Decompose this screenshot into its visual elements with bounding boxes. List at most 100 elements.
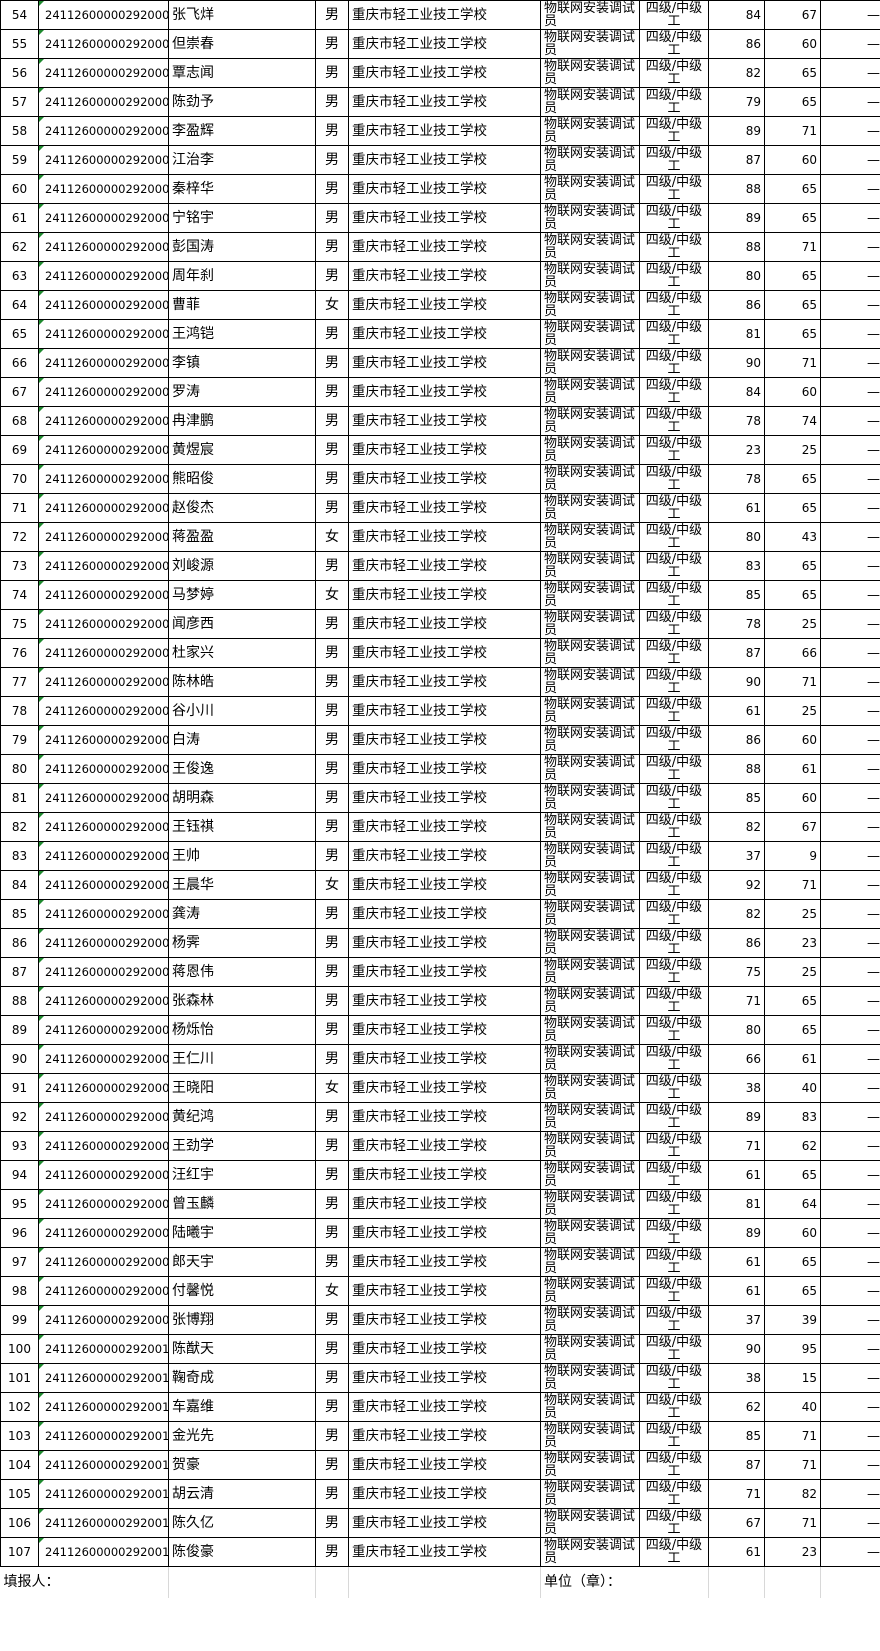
- result-mark[interactable]: —: [820, 928, 880, 958]
- school[interactable]: 重庆市轻工业技工学校: [348, 1044, 541, 1074]
- gender[interactable]: 男: [315, 1160, 349, 1190]
- gender[interactable]: 男: [315, 174, 349, 204]
- result-mark[interactable]: —: [820, 1218, 880, 1248]
- theory-score[interactable]: 23: [708, 435, 765, 465]
- practical-score[interactable]: 65: [764, 290, 821, 320]
- practical-score[interactable]: 65: [764, 986, 821, 1016]
- level[interactable]: 四级/中级工: [639, 1189, 709, 1219]
- student-name[interactable]: 陈久亿: [168, 1508, 316, 1538]
- student-name[interactable]: 熊昭俊: [168, 464, 316, 494]
- occupation[interactable]: 物联网安装调试员: [540, 899, 640, 929]
- exam-id[interactable]: 2411260000029200099: [38, 1305, 169, 1335]
- school[interactable]: 重庆市轻工业技工学校: [348, 1247, 541, 1277]
- theory-score[interactable]: 80: [708, 522, 765, 552]
- gender[interactable]: 男: [315, 1450, 349, 1480]
- level[interactable]: 四级/中级工: [639, 1102, 709, 1132]
- occupation[interactable]: 物联网安装调试员: [540, 435, 640, 465]
- practical-score[interactable]: 74: [764, 406, 821, 436]
- result-mark[interactable]: —: [820, 1131, 880, 1161]
- row-number[interactable]: 101: [0, 1363, 39, 1393]
- school[interactable]: 重庆市轻工业技工学校: [348, 1276, 541, 1306]
- school[interactable]: 重庆市轻工业技工学校: [348, 1189, 541, 1219]
- theory-score[interactable]: 78: [708, 464, 765, 494]
- practical-score[interactable]: 25: [764, 696, 821, 726]
- exam-id[interactable]: 2411260000029200070: [38, 464, 169, 494]
- result-mark[interactable]: —: [820, 1421, 880, 1451]
- result-mark[interactable]: —: [820, 0, 880, 30]
- level[interactable]: 四级/中级工: [639, 812, 709, 842]
- occupation[interactable]: 物联网安装调试员: [540, 406, 640, 436]
- gender[interactable]: 男: [315, 754, 349, 784]
- exam-id[interactable]: 2411260000029200089: [38, 1015, 169, 1045]
- exam-id[interactable]: 2411260000029200102: [38, 1392, 169, 1422]
- theory-score[interactable]: 38: [708, 1363, 765, 1393]
- student-name[interactable]: 张飞烊: [168, 0, 316, 30]
- row-number[interactable]: 86: [0, 928, 39, 958]
- occupation[interactable]: 物联网安装调试员: [540, 580, 640, 610]
- school[interactable]: 重庆市轻工业技工学校: [348, 377, 541, 407]
- student-name[interactable]: 马梦婷: [168, 580, 316, 610]
- occupation[interactable]: 物联网安装调试员: [540, 319, 640, 349]
- level[interactable]: 四级/中级工: [639, 1334, 709, 1364]
- exam-id[interactable]: 2411260000029200092: [38, 1102, 169, 1132]
- theory-score[interactable]: 78: [708, 609, 765, 639]
- result-mark[interactable]: —: [820, 406, 880, 436]
- student-name[interactable]: 胡云清: [168, 1479, 316, 1509]
- theory-score[interactable]: 85: [708, 783, 765, 813]
- result-mark[interactable]: —: [820, 464, 880, 494]
- gender[interactable]: 男: [315, 1189, 349, 1219]
- row-number[interactable]: 61: [0, 203, 39, 233]
- theory-score[interactable]: 61: [708, 1160, 765, 1190]
- practical-score[interactable]: 9: [764, 841, 821, 871]
- row-number[interactable]: 78: [0, 696, 39, 726]
- student-name[interactable]: 刘峻源: [168, 551, 316, 581]
- level[interactable]: 四级/中级工: [639, 493, 709, 523]
- gender[interactable]: 男: [315, 696, 349, 726]
- practical-score[interactable]: 40: [764, 1392, 821, 1422]
- student-name[interactable]: 郎天宇: [168, 1247, 316, 1277]
- level[interactable]: 四级/中级工: [639, 1218, 709, 1248]
- school[interactable]: 重庆市轻工业技工学校: [348, 0, 541, 30]
- exam-id[interactable]: 2411260000029200093: [38, 1131, 169, 1161]
- level[interactable]: 四级/中级工: [639, 1392, 709, 1422]
- theory-score[interactable]: 80: [708, 261, 765, 291]
- student-name[interactable]: 彭国涛: [168, 232, 316, 262]
- result-mark[interactable]: —: [820, 667, 880, 697]
- school[interactable]: 重庆市轻工业技工学校: [348, 609, 541, 639]
- level[interactable]: 四级/中级工: [639, 464, 709, 494]
- gender[interactable]: 男: [315, 58, 349, 88]
- practical-score[interactable]: 60: [764, 145, 821, 175]
- gender[interactable]: 男: [315, 87, 349, 117]
- gender[interactable]: 女: [315, 1073, 349, 1103]
- row-number[interactable]: 54: [0, 0, 39, 30]
- level[interactable]: 四级/中级工: [639, 29, 709, 59]
- practical-score[interactable]: 65: [764, 174, 821, 204]
- school[interactable]: 重庆市轻工业技工学校: [348, 638, 541, 668]
- row-number[interactable]: 87: [0, 957, 39, 987]
- theory-score[interactable]: 80: [708, 1015, 765, 1045]
- exam-id[interactable]: 2411260000029200087: [38, 957, 169, 987]
- exam-id[interactable]: 2411260000029200074: [38, 580, 169, 610]
- result-mark[interactable]: —: [820, 1160, 880, 1190]
- student-name[interactable]: 王仁川: [168, 1044, 316, 1074]
- row-number[interactable]: 90: [0, 1044, 39, 1074]
- student-name[interactable]: 江治李: [168, 145, 316, 175]
- student-name[interactable]: 罗涛: [168, 377, 316, 407]
- level[interactable]: 四级/中级工: [639, 0, 709, 30]
- gender[interactable]: 女: [315, 522, 349, 552]
- level[interactable]: 四级/中级工: [639, 58, 709, 88]
- occupation[interactable]: 物联网安装调试员: [540, 609, 640, 639]
- theory-score[interactable]: 71: [708, 986, 765, 1016]
- row-number[interactable]: 59: [0, 145, 39, 175]
- occupation[interactable]: 物联网安装调试员: [540, 1508, 640, 1538]
- theory-score[interactable]: 86: [708, 290, 765, 320]
- occupation[interactable]: 物联网安装调试员: [540, 870, 640, 900]
- level[interactable]: 四级/中级工: [639, 290, 709, 320]
- exam-id[interactable]: 2411260000029200076: [38, 638, 169, 668]
- gender[interactable]: 男: [315, 725, 349, 755]
- exam-id[interactable]: 2411260000029200106: [38, 1508, 169, 1538]
- exam-id[interactable]: 2411260000029200069: [38, 435, 169, 465]
- gender[interactable]: 男: [315, 493, 349, 523]
- gender[interactable]: 男: [315, 406, 349, 436]
- exam-id[interactable]: 2411260000029200096: [38, 1218, 169, 1248]
